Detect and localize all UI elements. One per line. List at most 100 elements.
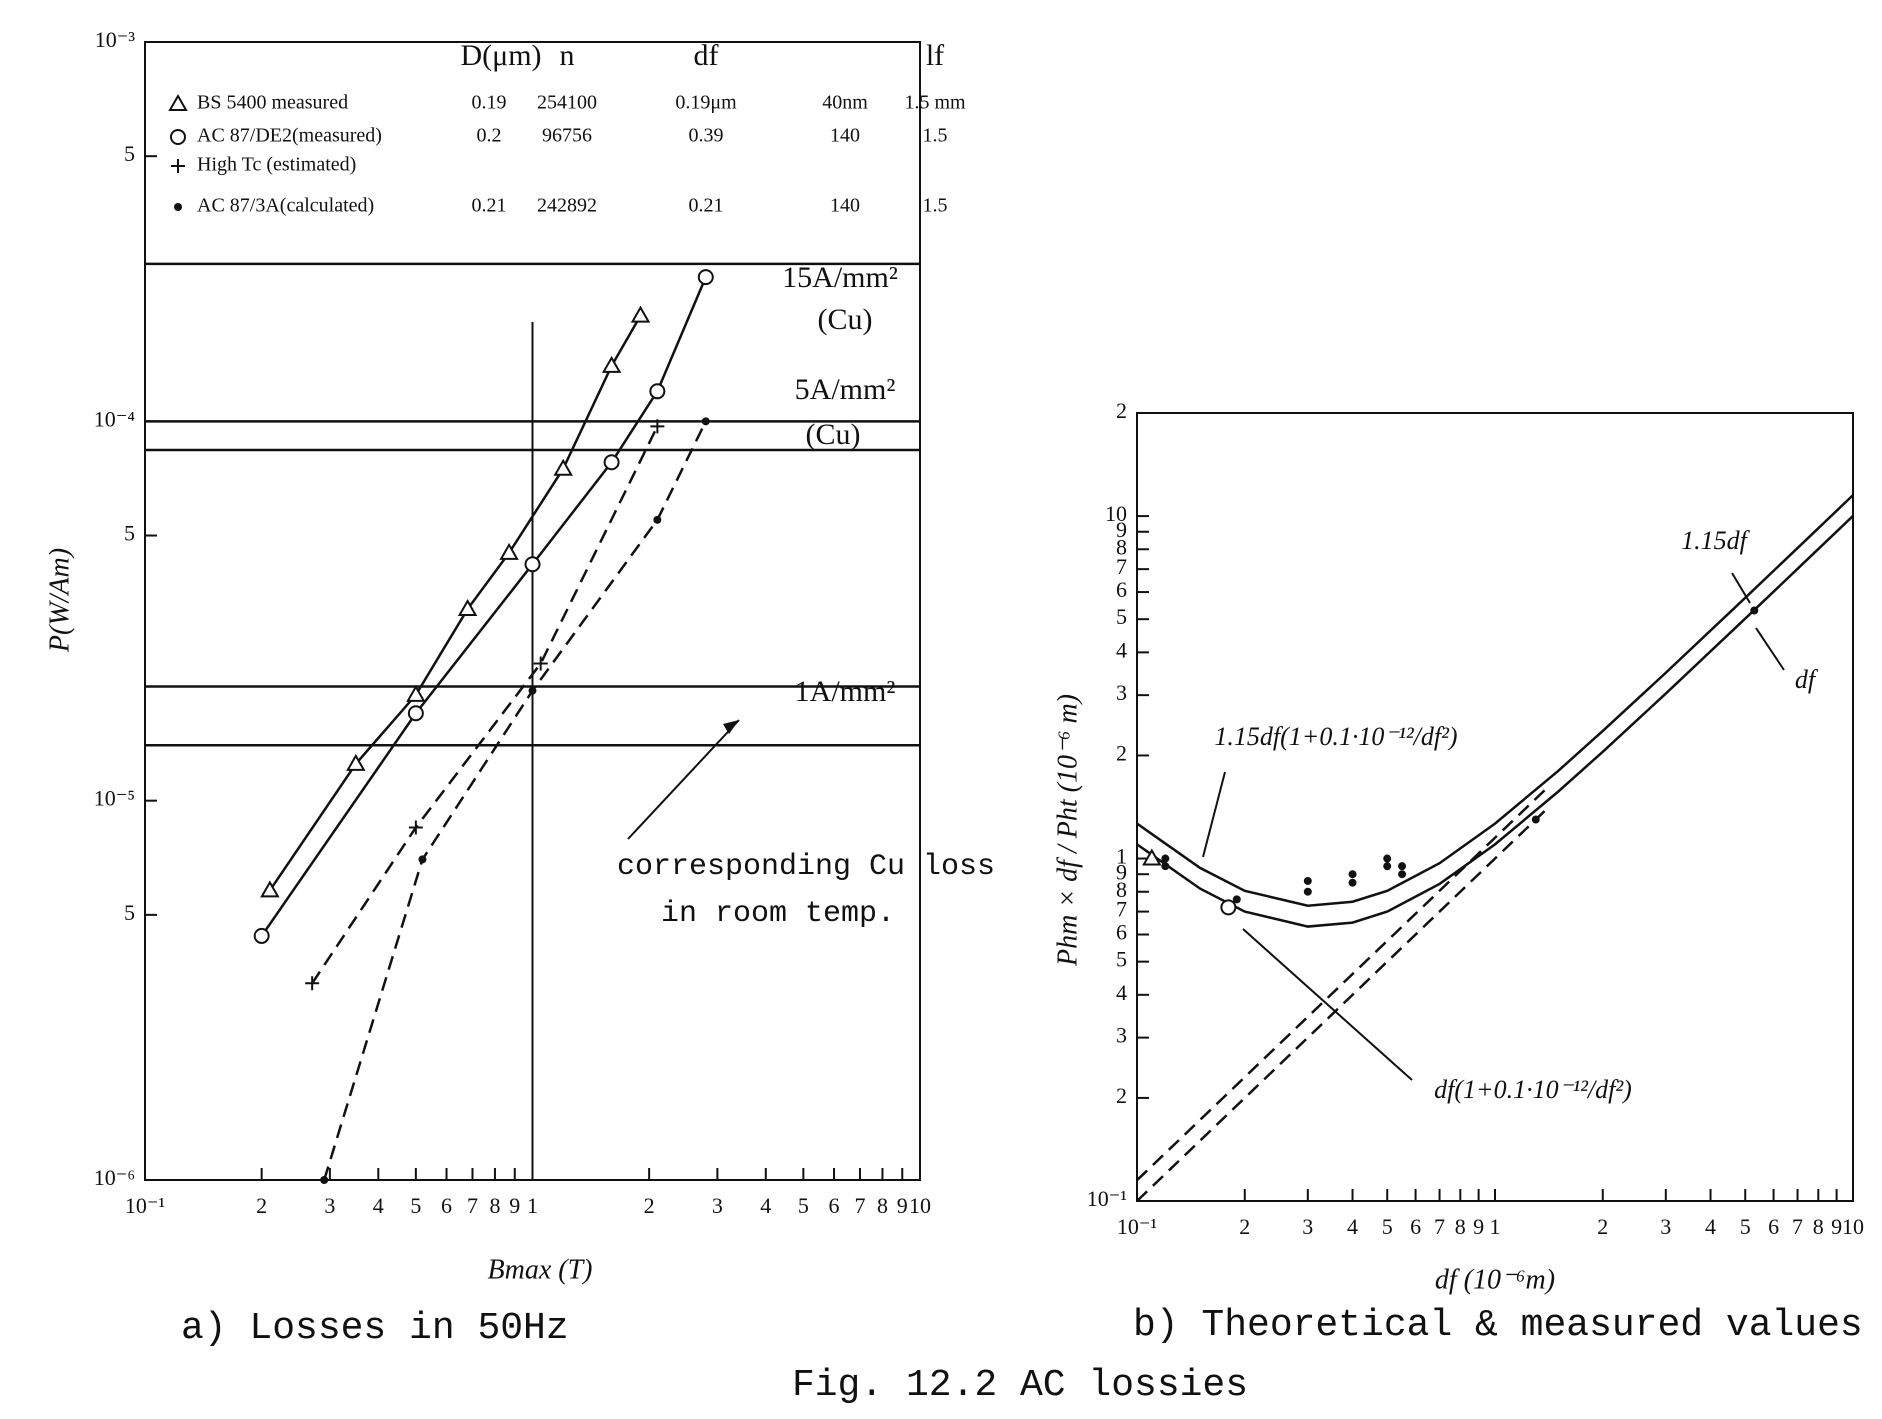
curve-leader	[1755, 627, 1785, 671]
marker-plus	[533, 656, 548, 671]
legend-header: n	[560, 39, 575, 72]
y-tick-label: 5	[124, 521, 135, 546]
x-tick-label: 8	[489, 1193, 500, 1218]
y-tick-label: 5	[124, 141, 135, 166]
legend-entry: AC 87/3A(calculated)	[197, 195, 374, 217]
y-axis-label: Phm × df / Pht (10⁻⁶ m)	[1052, 694, 1083, 967]
x-tick-label: 9	[1831, 1214, 1842, 1239]
y-tick-label: 4	[1116, 980, 1127, 1005]
legend-cell: 140	[830, 125, 860, 147]
marker-dot	[528, 686, 537, 695]
legend-cell: 0.2	[477, 125, 502, 147]
x-tick-label: 7	[467, 1193, 478, 1218]
legend-header: df	[694, 39, 719, 72]
y-tick-label: 2	[1116, 741, 1127, 766]
series-line	[322, 420, 707, 1181]
legend-symbol	[174, 203, 182, 211]
x-tick-label: 7	[1792, 1214, 1803, 1239]
arrow-head	[723, 720, 739, 734]
x-tick-label: 2	[1239, 1214, 1250, 1239]
marker-dot	[1750, 606, 1759, 615]
legend-cell: 1.5	[923, 125, 948, 147]
legend-cell: 254100	[537, 92, 597, 114]
y-tick-label: 3	[1116, 1023, 1127, 1048]
x-tick-label: 5	[1740, 1214, 1751, 1239]
annotation: corresponding Cu loss	[617, 850, 995, 884]
legend-symbol	[171, 159, 185, 173]
y-tick-label: 8	[1116, 534, 1127, 559]
y-tick-label: 10	[1105, 501, 1127, 526]
marker-dot	[1348, 870, 1357, 879]
x-tick-label: 9	[509, 1193, 520, 1218]
x-tick-label: 1	[527, 1193, 538, 1218]
y-tick-label: 10⁻⁵	[94, 786, 135, 811]
y-tick-label: 2	[1116, 398, 1127, 423]
y-tick-label: 5	[1116, 947, 1127, 972]
y-tick-label: 10⁻³	[95, 27, 136, 52]
curve-label: 1.15df(1+0.1·10⁻¹²/df²)	[1214, 722, 1457, 751]
x-tick-label: 8	[1813, 1214, 1824, 1239]
reference-line-label: 1A/mm²	[795, 675, 896, 708]
legend-cell: 0.39	[689, 125, 724, 147]
legend-cell: 0.19μm	[675, 92, 737, 114]
legend-symbol	[168, 93, 188, 111]
marker-dot	[1232, 895, 1241, 904]
y-tick-label: 10⁻⁶	[94, 1165, 135, 1190]
marker-triangle	[630, 305, 651, 323]
marker-dot	[1383, 854, 1392, 863]
reference-line-label: 5A/mm²	[795, 373, 896, 406]
y-axis-label: P(W/Am)	[44, 548, 75, 653]
legend-header: lf	[926, 39, 944, 72]
series-line	[260, 276, 707, 937]
y-tick-label: 7	[1116, 897, 1127, 922]
marker-plus	[408, 820, 423, 835]
marker-dot	[1531, 815, 1540, 824]
x-tick-label: 2	[1597, 1214, 1608, 1239]
marker-circle	[603, 454, 620, 471]
x-tick-label: 2	[644, 1193, 655, 1218]
y-tick-label: 8	[1116, 877, 1127, 902]
x-tick-label: 10⁻¹	[125, 1193, 165, 1218]
x-tick-label: 7	[1434, 1214, 1445, 1239]
x-tick-label: 5	[798, 1193, 809, 1218]
annotation-arrow	[627, 719, 740, 840]
reference-line-label: 15A/mm²	[782, 261, 898, 294]
marker-triangle	[346, 753, 366, 771]
marker-dot	[1348, 878, 1357, 887]
legend-cell: 40nm	[822, 92, 868, 114]
series-line	[311, 425, 659, 985]
series-line	[1136, 807, 1549, 1202]
x-tick-label: 7	[854, 1193, 865, 1218]
marker-circle	[1220, 899, 1237, 916]
marker-dot	[1303, 876, 1312, 885]
marker-triangle	[499, 542, 519, 560]
marker-dot	[1398, 862, 1407, 871]
series-line	[268, 314, 642, 892]
x-tick-label: 10	[909, 1193, 931, 1218]
marker-circle	[524, 556, 541, 573]
marker-circle	[649, 383, 666, 400]
x-tick-label: 3	[324, 1193, 335, 1218]
y-tick-label: 9	[1116, 517, 1127, 542]
x-tick-label: 5	[1382, 1214, 1393, 1239]
x-tick-label: 4	[760, 1193, 771, 1218]
x-tick-label: 4	[373, 1193, 384, 1218]
curve-label: 1.15df	[1681, 526, 1751, 555]
y-tick-label: 5	[1116, 604, 1127, 629]
marker-plus	[305, 976, 320, 991]
x-tick-label: 6	[1410, 1214, 1421, 1239]
x-tick-label: 9	[897, 1193, 908, 1218]
x-tick-label: 4	[1705, 1214, 1716, 1239]
x-tick-label: 9	[1473, 1214, 1484, 1239]
panel-caption: a) Losses in 50Hz	[181, 1307, 569, 1350]
legend-entry: High Tc (estimated)	[197, 154, 356, 176]
curve-leader	[1242, 928, 1413, 1081]
y-tick-label: 7	[1116, 554, 1127, 579]
x-tick-label: 3	[712, 1193, 723, 1218]
marker-circle	[253, 927, 270, 944]
legend-symbol	[170, 129, 186, 145]
legend-cell: 242892	[537, 195, 597, 217]
marker-dot	[1161, 862, 1170, 871]
y-tick-label: 1	[1116, 844, 1127, 869]
